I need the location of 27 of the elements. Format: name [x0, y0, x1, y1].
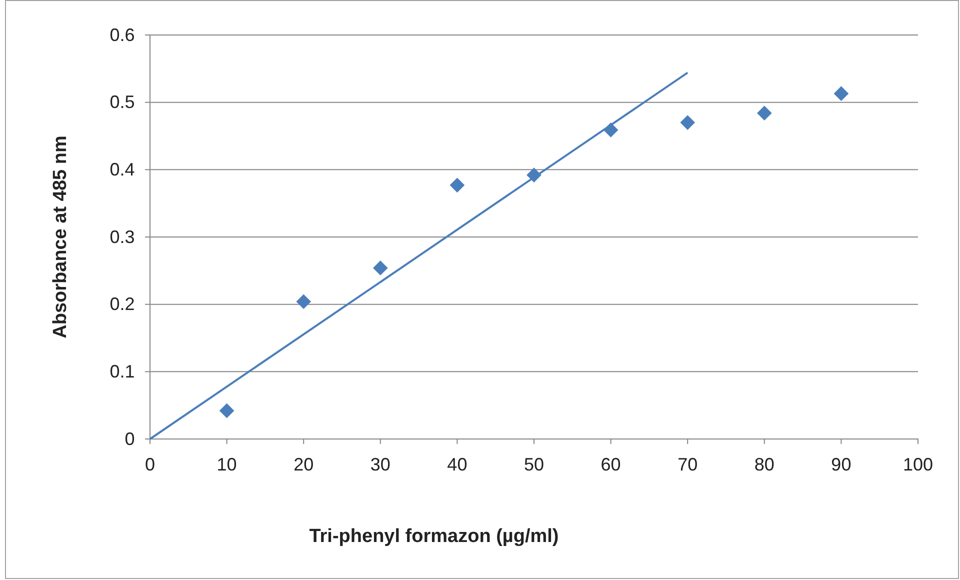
x-tick-label: 40 [447, 454, 468, 474]
point [680, 115, 696, 130]
y-tick-label: 0.2 [110, 294, 135, 314]
y-axis-title: Absorbance at 485 nm [50, 136, 71, 338]
y-tick-label: 0.1 [110, 361, 135, 382]
x-axis-title: Tri-phenyl formazon (µg/ml) [309, 526, 559, 547]
x-tick-label: 70 [678, 454, 698, 474]
x-tick-label: 0 [144, 454, 156, 474]
x-tick-label: 20 [294, 454, 314, 474]
y-tick-label: 0 [124, 428, 135, 449]
x-tick-label: 90 [831, 454, 852, 474]
y-tick-label: 0.4 [110, 159, 135, 180]
y-tick-label: 0.3 [110, 226, 135, 247]
y-tick-label: 0.5 [110, 92, 135, 112]
point [219, 403, 234, 418]
x-tick-label: 30 [370, 454, 390, 474]
point [756, 106, 772, 121]
x-tick-label: 50 [524, 454, 544, 474]
x-tick-label: 80 [754, 454, 774, 474]
x-tick-label: 10 [216, 454, 237, 474]
point [296, 294, 312, 310]
point [450, 178, 465, 193]
y-tick-label: 0.6 [110, 24, 135, 45]
point [834, 86, 849, 101]
x-tick-label: 60 [600, 454, 621, 474]
x-tick-label: 100 [902, 454, 934, 474]
point [372, 260, 388, 276]
